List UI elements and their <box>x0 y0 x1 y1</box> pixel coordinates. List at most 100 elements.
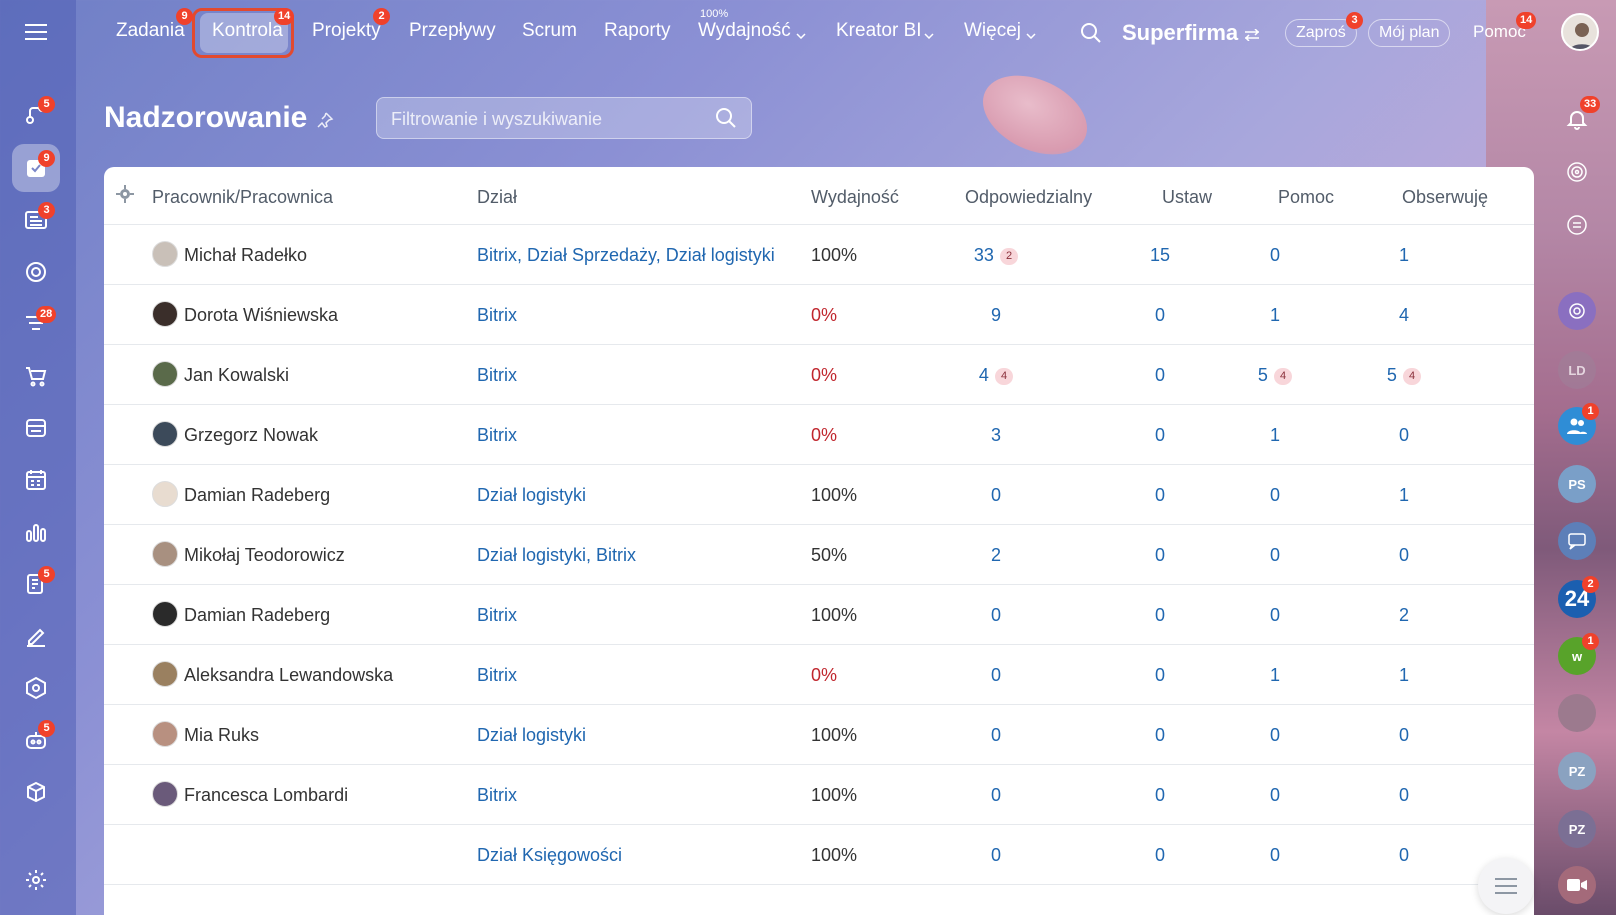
observing-count[interactable]: 1 <box>1374 485 1434 506</box>
set-count-count[interactable]: 0 <box>1154 845 1165 865</box>
responsible-count-count[interactable]: 2 <box>990 545 1001 565</box>
set-count-count[interactable]: 0 <box>1154 785 1165 805</box>
employee-avatar[interactable] <box>152 301 178 327</box>
col-responsible[interactable]: Odpowiedzialny <box>965 187 1093 207</box>
sign-icon[interactable] <box>12 612 60 660</box>
set-count-count[interactable]: 0 <box>1154 545 1165 565</box>
help-count[interactable]: 0 <box>1245 485 1305 506</box>
responsible-count-count[interactable]: 0 <box>990 845 1001 865</box>
observing-count[interactable]: 0 <box>1374 845 1434 866</box>
observing-count[interactable]: 4 <box>1374 305 1434 326</box>
responsible-count-count[interactable]: 0 <box>990 725 1001 745</box>
chat-icon[interactable] <box>1558 522 1596 560</box>
observing-count-count[interactable]: 0 <box>1398 425 1409 445</box>
observing-count-count[interactable]: 1 <box>1398 485 1409 505</box>
help-count-count[interactable]: 0 <box>1269 845 1280 865</box>
openline-icon[interactable] <box>1558 292 1596 330</box>
search-icon[interactable] <box>1080 22 1102 49</box>
contact-pz-1[interactable]: PZ <box>1558 752 1596 790</box>
employee-avatar[interactable] <box>152 721 178 747</box>
my-plan-button[interactable]: Mój plan <box>1368 19 1451 47</box>
crm-flow-icon[interactable]: 5 <box>12 90 60 138</box>
observing-count-count[interactable]: 0 <box>1398 725 1409 745</box>
set-count-count[interactable]: 15 <box>1149 245 1171 265</box>
nav-efficiency[interactable]: Wydajność <box>698 20 791 41</box>
employee-name[interactable]: Damian Radeberg <box>184 605 331 625</box>
help-count-count[interactable]: 0 <box>1269 545 1280 565</box>
help-count-count[interactable]: 0 <box>1269 485 1280 505</box>
contact-ld[interactable]: LD <box>1558 351 1596 389</box>
tasks-icon[interactable]: 9 <box>12 144 60 192</box>
set-count[interactable]: 15 <box>1130 245 1190 266</box>
employee-avatar[interactable] <box>152 241 178 267</box>
help-button[interactable]: Pomoc <box>1473 22 1526 41</box>
help-count[interactable]: 0 <box>1245 545 1305 566</box>
calendar-icon[interactable] <box>12 456 60 504</box>
employee-avatar[interactable] <box>152 661 178 687</box>
video-call-icon[interactable] <box>1558 866 1596 904</box>
bell-icon[interactable]: 33 <box>1558 96 1601 138</box>
contact-ps[interactable]: PS <box>1558 465 1596 503</box>
employee-avatar[interactable] <box>152 601 178 627</box>
company-name[interactable]: Superfirma <box>1122 20 1239 45</box>
nav-control[interactable]: Kontrola <box>212 20 283 41</box>
cart-icon[interactable] <box>12 352 60 400</box>
help-count-count[interactable]: 0 <box>1269 785 1280 805</box>
search-icon[interactable] <box>715 107 737 129</box>
department-link[interactable]: Bitrix <box>477 425 517 445</box>
target-icon[interactable] <box>12 248 60 296</box>
employee-name[interactable]: Damian Radeberg <box>184 485 331 505</box>
responsible-count[interactable]: 0 <box>966 725 1026 746</box>
nav-projects[interactable]: Projekty <box>312 20 381 41</box>
set-count[interactable]: 0 <box>1130 365 1190 386</box>
department-link[interactable]: Dział logistyki, Bitrix <box>477 545 637 565</box>
col-observing[interactable]: Obserwuję <box>1402 187 1489 207</box>
set-count-count[interactable]: 0 <box>1154 485 1165 505</box>
funnel-icon[interactable]: 28 <box>12 300 60 348</box>
employee-name[interactable]: Jan Kowalski <box>184 365 290 385</box>
help-count[interactable]: 0 <box>1245 605 1305 626</box>
news-icon[interactable]: 3 <box>12 196 60 244</box>
responsible-count-count[interactable]: 0 <box>990 665 1001 685</box>
observing-count-count[interactable]: 0 <box>1398 545 1409 565</box>
col-set[interactable]: Ustaw <box>1162 187 1213 207</box>
responsible-count[interactable]: 9 <box>966 305 1026 326</box>
settings-icon[interactable] <box>12 856 60 904</box>
whatsapp-chat[interactable]: w 1 <box>1558 633 1599 675</box>
contact-avatar[interactable] <box>1558 694 1596 732</box>
employee-name[interactable]: Francesca Lombardi <box>184 785 349 805</box>
help-count-count[interactable]: 0 <box>1269 725 1280 745</box>
nav-tasks[interactable]: Zadania <box>116 20 185 41</box>
contact-pz-2[interactable]: PZ <box>1558 810 1596 848</box>
employee-name[interactable]: Grzegorz Nowak <box>184 425 319 445</box>
nav-bi-builder[interactable]: Kreator BI <box>836 20 922 41</box>
col-department[interactable]: Dział <box>477 187 518 207</box>
col-employee[interactable]: Pracownik/Pracownica <box>152 187 334 207</box>
help-count-count[interactable]: 1 <box>1269 305 1280 325</box>
menu-icon[interactable] <box>12 8 60 56</box>
nav-more[interactable]: Więcej <box>964 20 1022 41</box>
fingerprint-icon[interactable] <box>1558 153 1596 191</box>
observing-count-count[interactable]: 0 <box>1398 845 1409 865</box>
responsible-count-count[interactable]: 0 <box>990 785 1001 805</box>
responsible-count-count[interactable]: 0 <box>990 605 1001 625</box>
responsible-count[interactable]: 0 <box>966 785 1026 806</box>
employee-avatar[interactable] <box>152 421 178 447</box>
observing-count[interactable]: 0 <box>1374 725 1434 746</box>
employee-avatar[interactable] <box>152 481 178 507</box>
responsible-count[interactable]: 0 <box>966 605 1026 626</box>
employee-avatar[interactable] <box>152 361 178 387</box>
robot-icon[interactable]: 5 <box>12 716 60 764</box>
set-count[interactable]: 0 <box>1130 305 1190 326</box>
set-count[interactable]: 0 <box>1130 605 1190 626</box>
bitrix24-chat[interactable]: 24 2 <box>1558 576 1599 618</box>
observing-count-count[interactable]: 1 <box>1398 245 1409 265</box>
set-count[interactable]: 0 <box>1130 845 1190 866</box>
responsible-count-count[interactable]: 3 <box>990 425 1001 445</box>
help-count[interactable]: 0 <box>1245 845 1305 866</box>
set-count-count[interactable]: 0 <box>1154 605 1165 625</box>
nav-reports[interactable]: Raporty <box>604 20 671 41</box>
